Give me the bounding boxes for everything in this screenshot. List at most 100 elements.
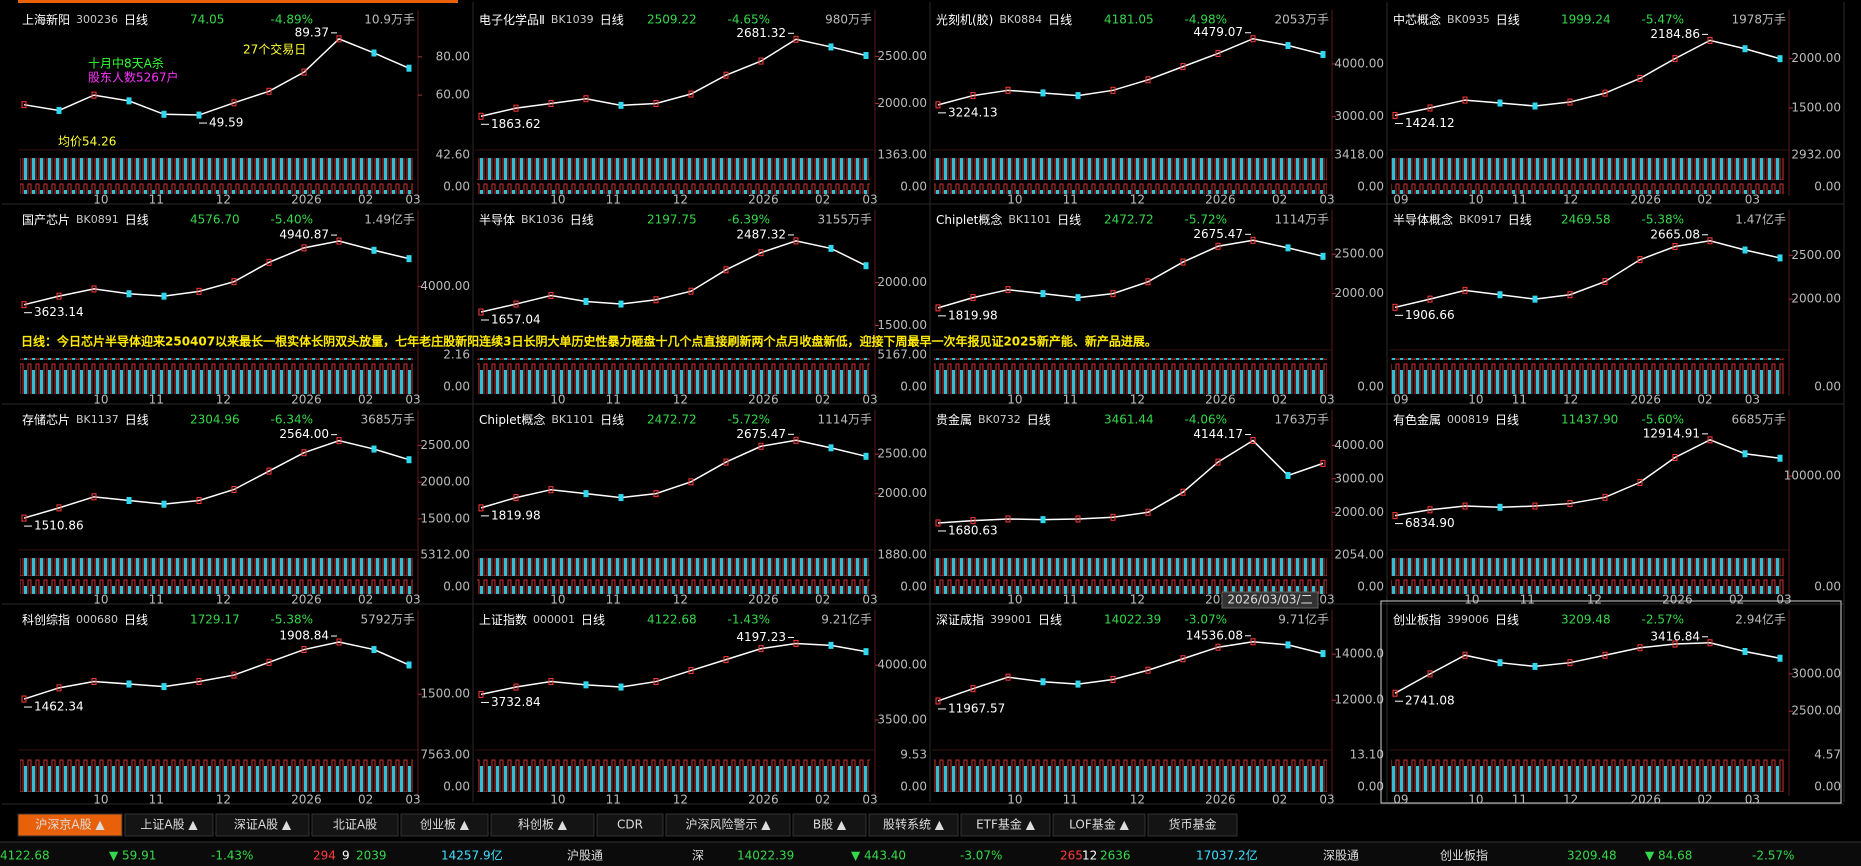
candle (1567, 291, 1573, 299)
x-tick-label: 11 (1512, 793, 1527, 807)
tab[interactable] (124, 813, 214, 837)
tab[interactable] (215, 813, 310, 837)
tab-label[interactable]: 北证A股 (333, 818, 377, 832)
candle (1005, 673, 1011, 681)
period: 日线 (124, 613, 148, 627)
candle (1707, 237, 1713, 245)
volume: 6685万手 (1731, 413, 1786, 427)
status-item: -2.57% (1752, 849, 1794, 863)
candle (618, 494, 624, 502)
volume-bars (934, 758, 1327, 794)
tab[interactable] (400, 813, 489, 837)
low-label: 1819.98 (948, 308, 998, 322)
tab-label[interactable]: 上证A股 ▲ (140, 818, 198, 832)
x-tick-label: 10 (1468, 193, 1483, 207)
tab[interactable] (17, 813, 123, 837)
price-line (480, 240, 867, 313)
tab[interactable] (960, 813, 1051, 837)
x-tick-label: 10 (93, 193, 108, 207)
x-tick-label: 2026 (748, 193, 779, 207)
candle (1707, 36, 1713, 44)
candle (1777, 254, 1783, 262)
candle (1215, 49, 1221, 57)
x-tick-label: 11 (1520, 593, 1535, 607)
candle (1110, 675, 1116, 683)
x-tick-label: 02 (815, 593, 830, 607)
candle (1532, 502, 1538, 510)
candle (653, 296, 659, 304)
price: 2304.96 (190, 413, 240, 427)
x-tick-label: 10 (1468, 393, 1483, 407)
tab[interactable] (1147, 813, 1238, 837)
y-tick-label: 1500.00 (420, 511, 470, 525)
x-tick-label: 09 (1393, 793, 1408, 807)
y-tick-label: 3000.00 (1791, 666, 1841, 680)
stock-code: 000680 (76, 613, 118, 626)
y-tick-label: 10000.00 (1784, 469, 1841, 483)
tab-label[interactable]: LOF基金 ▲ (1069, 817, 1129, 832)
period: 日线 (1495, 413, 1519, 427)
candle (1320, 650, 1326, 658)
stock-name: 有色金属 (1393, 412, 1441, 427)
tab-label[interactable]: 沪深风险警示 ▲ (685, 817, 771, 832)
low-label: 1424.12 (1405, 116, 1455, 130)
candle (548, 678, 554, 686)
panel-header: 中芯概念 BK0935 日线 (1393, 12, 1520, 27)
low-label: 11967.57 (948, 701, 1005, 715)
tab-label[interactable]: ETF基金 ▲ (976, 817, 1036, 832)
candle (1567, 98, 1573, 106)
tab-label[interactable]: 科创板 ▲ (518, 818, 568, 832)
candle (1672, 453, 1678, 461)
tab[interactable] (311, 813, 399, 837)
annotation: 均价54.26 (58, 135, 116, 149)
volume-axis-label: 3418.00 (1334, 148, 1384, 162)
low-label: 1906.66 (1405, 308, 1455, 322)
annotation: 股东人数5267户 (88, 70, 179, 85)
tab-label[interactable]: 深证A股 ▲ (234, 818, 292, 832)
low-label: 6834.90 (1405, 516, 1455, 530)
x-tick-label: 10 (93, 793, 108, 807)
volume-axis-label: 0.00 (900, 180, 927, 194)
candle (723, 458, 729, 466)
tab[interactable] (490, 813, 595, 837)
x-tick-label: 10 (1007, 593, 1022, 607)
panel-header: 半导体 BK1036 日线 (479, 213, 594, 227)
tab[interactable] (792, 813, 867, 837)
stock-name: 中芯概念 (1393, 12, 1441, 27)
tab[interactable] (596, 813, 664, 837)
stock-code: 399006 (1447, 613, 1489, 626)
tab-label[interactable]: 创业板 ▲ (420, 818, 470, 832)
candle (301, 646, 307, 654)
x-tick-label: 12 (673, 593, 688, 607)
x-tick-label: 10 (550, 393, 565, 407)
x-tick-label: 12 (216, 793, 231, 807)
stock-code: BK1101 (1008, 213, 1051, 226)
stock-panel: 光刻机(胶) BK0884 日线 4181.05 -4.98% 2053万手 4000.00… (916, 2, 1388, 207)
tab-label[interactable]: B股 ▲ (813, 818, 847, 832)
tab-label[interactable]: 股转系统 ▲ (883, 817, 945, 832)
volume-axis-label: 0.00 (1357, 780, 1384, 794)
volume: 1763万手 (1274, 413, 1329, 427)
candle (161, 500, 167, 508)
period: 日线 (1027, 413, 1051, 427)
change: -5.60% (1642, 413, 1684, 427)
candle (1427, 670, 1433, 678)
tab-label[interactable]: CDR (617, 818, 643, 832)
candle (1672, 640, 1678, 648)
candle (266, 658, 272, 666)
candle (970, 685, 976, 693)
candle (371, 246, 377, 254)
status-item: -1.43% (211, 849, 253, 863)
tab-label[interactable]: 沪深京A股 ▲ (35, 818, 105, 832)
tab[interactable] (868, 813, 959, 837)
candle (126, 290, 132, 298)
tab[interactable] (665, 813, 791, 837)
x-tick-label: 02 (358, 593, 373, 607)
volume: 3685万手 (360, 413, 415, 427)
y-tick-label: 14000.0 (1334, 647, 1384, 661)
candle (653, 678, 659, 686)
volume-axis-label: 0.00 (900, 380, 927, 394)
tab[interactable] (1052, 813, 1146, 837)
candle (478, 690, 484, 698)
tab-label[interactable]: 货币基金 (1168, 817, 1216, 832)
